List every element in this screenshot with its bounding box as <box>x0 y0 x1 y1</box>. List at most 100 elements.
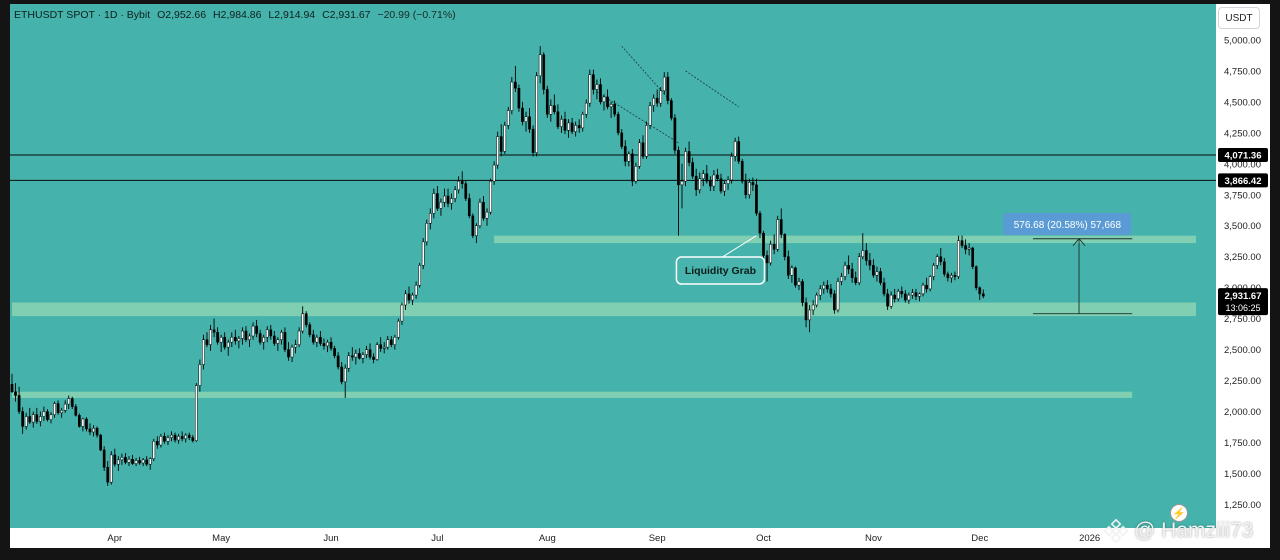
candle-body <box>340 366 344 383</box>
candle-body <box>538 54 542 77</box>
close-value: C2,931.67 <box>322 9 371 21</box>
candle-body <box>191 437 195 441</box>
candle-body <box>255 325 258 334</box>
candle-body <box>478 201 482 226</box>
candle-body <box>248 335 251 340</box>
candle-body <box>446 195 450 204</box>
candle-body <box>106 467 110 483</box>
candle-body <box>974 266 978 288</box>
candle-body <box>354 353 358 358</box>
candle-body <box>467 198 471 217</box>
candle-body <box>428 213 432 224</box>
candle-body <box>623 146 627 162</box>
candle-body <box>315 336 319 343</box>
level-price-tag-bg-0 <box>1218 147 1268 162</box>
candle-body <box>88 428 92 433</box>
candle-body <box>843 265 847 277</box>
candle-body <box>726 179 730 184</box>
candle-body <box>769 244 772 264</box>
currency-unit-button[interactable]: USDT <box>1218 7 1260 29</box>
candle-body <box>407 293 411 301</box>
candle-body <box>694 175 698 191</box>
candle-body <box>652 97 655 106</box>
candle-body <box>886 293 889 307</box>
candle-body <box>194 385 198 441</box>
candle-body <box>716 174 719 179</box>
candle-body <box>397 320 400 338</box>
candle-body <box>56 403 60 414</box>
high-value: H2,984.86 <box>213 9 262 21</box>
candle-body <box>946 273 950 279</box>
candle-body <box>308 324 312 336</box>
candle-body <box>99 434 102 451</box>
candle-body <box>634 166 638 182</box>
level-price-tag-0: 4,071.36 <box>1225 150 1262 161</box>
candle-body <box>733 141 737 157</box>
candle-body <box>53 403 56 415</box>
candle-body <box>847 265 850 270</box>
y-tick-label: 3,750.00 <box>1224 190 1261 201</box>
candle-body <box>535 75 538 153</box>
candle-body <box>124 457 127 463</box>
candle-body <box>723 183 726 192</box>
candle-body <box>673 117 677 151</box>
candle-body <box>595 84 599 90</box>
candle-body <box>503 125 507 152</box>
candle-body <box>659 90 663 104</box>
candle-body <box>889 294 893 307</box>
candle-body <box>74 406 78 416</box>
candle-body <box>152 441 156 459</box>
candle-body <box>109 454 113 483</box>
level-price-tag-bg-1 <box>1218 173 1268 188</box>
candle-body <box>244 330 248 340</box>
candle-body <box>978 287 982 295</box>
candle-body <box>216 332 219 343</box>
low-value: L2,914.94 <box>268 9 316 21</box>
candle-body <box>322 343 326 347</box>
level-price-tag-1: 3,866.42 <box>1225 176 1262 187</box>
ohlc-legend: ETHUSDT SPOT · 1D · Bybit O2,952.66 H2,9… <box>14 9 460 21</box>
candle-body <box>854 277 858 283</box>
y-tick-label: 1,750.00 <box>1224 438 1261 449</box>
candle-body <box>489 180 492 213</box>
candle-body <box>563 118 567 131</box>
candle-body <box>542 54 546 90</box>
candle-body <box>173 434 177 441</box>
candle-body <box>485 211 489 219</box>
candle-body <box>942 261 946 275</box>
x-tick-label: Jul <box>431 533 443 544</box>
candle-body <box>333 348 336 357</box>
candle-body <box>514 81 517 89</box>
candle-body <box>574 125 577 132</box>
candle-body <box>829 288 833 295</box>
candle-body <box>833 293 836 311</box>
binance-logo-icon <box>1104 519 1128 543</box>
candle-body <box>602 96 606 103</box>
candle-body <box>272 335 276 344</box>
liquidity-grab-box <box>675 256 766 285</box>
support-zone-2 <box>12 391 1133 398</box>
watermark-handle: @ Hamziii73 <box>1134 519 1254 542</box>
candle-body <box>92 428 95 433</box>
candle-body <box>631 153 634 182</box>
lightning-icon[interactable]: ⚡ <box>1170 504 1188 522</box>
y-tick-label: 2,250.00 <box>1224 376 1261 387</box>
candle-body <box>148 458 152 465</box>
candle-body <box>815 294 819 306</box>
y-tick-label: 3,500.00 <box>1224 221 1261 232</box>
candle-body <box>358 353 361 359</box>
candle-body <box>751 182 755 186</box>
candle-body <box>577 125 581 129</box>
candle-body <box>297 330 301 345</box>
candle-body <box>747 182 751 196</box>
candle-body <box>609 104 613 108</box>
candle-body <box>964 245 967 250</box>
candle-body <box>134 460 138 464</box>
candle-body <box>879 271 882 283</box>
candle-body <box>311 334 315 343</box>
candle-body <box>620 132 624 147</box>
candle-body <box>953 275 957 277</box>
candle-body <box>265 329 269 338</box>
candle-body <box>35 414 39 422</box>
